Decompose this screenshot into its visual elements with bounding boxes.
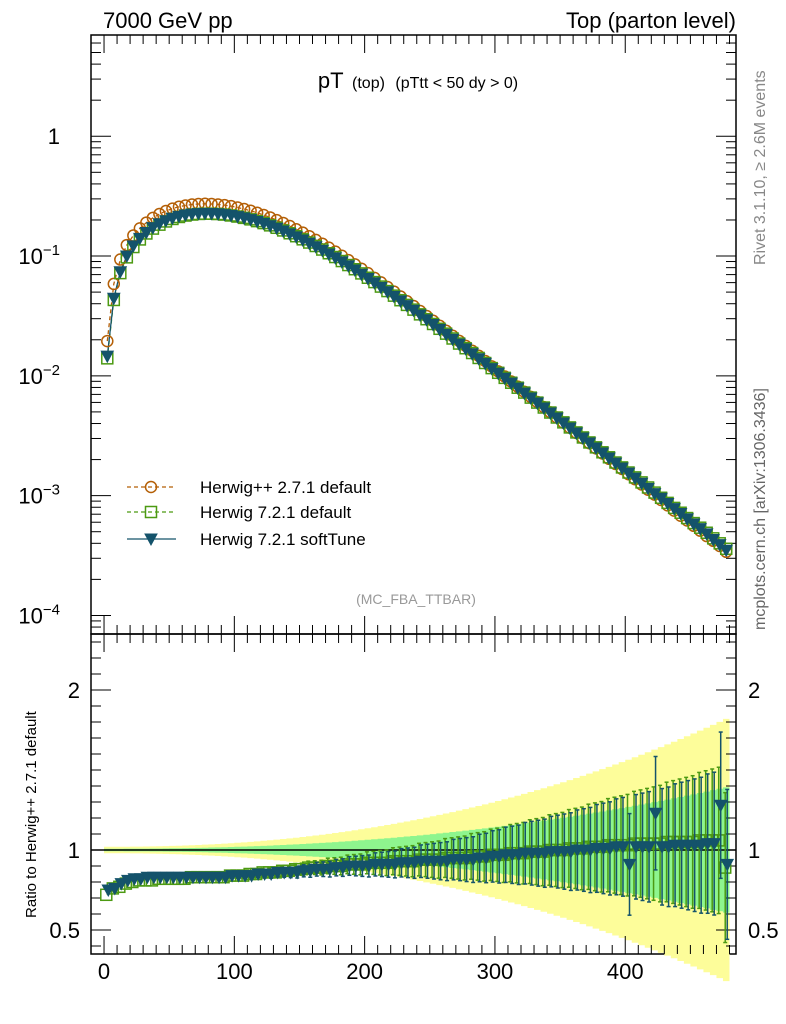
data-point — [107, 277, 121, 291]
ratio-xtick-label: 300 — [477, 959, 514, 984]
ratio-xtick-label: 0 — [98, 959, 110, 984]
data-point — [152, 218, 167, 231]
legend-label: Herwig++ 2.7.1 default — [200, 478, 371, 497]
ratio-point — [114, 878, 129, 891]
ratio-xtick-label: 200 — [346, 959, 383, 984]
plot-title-sub1: (top) — [352, 75, 385, 92]
ratio-point — [648, 807, 663, 821]
ratio-uncertainty-bands — [91, 718, 736, 982]
plot-title-main: pT — [318, 68, 344, 93]
ratio-panel-frame — [90, 633, 737, 955]
legend-label: Herwig 7.2.1 softTune — [200, 530, 366, 549]
header-left: 7000 GeV pp — [103, 8, 233, 33]
ratio-point — [616, 841, 630, 854]
ratio-ylabel: Ratio to Herwig++ 2.7.1 default — [23, 710, 40, 918]
legend: Herwig++ 2.7.1 default Herwig 7.2.1 defau… — [127, 478, 371, 549]
main-ytick-label: 10−3 — [18, 482, 60, 509]
ratio-ytick-label-left: 2 — [68, 678, 80, 703]
main-axis-ticks: 110−110−210−310−4 — [18, 34, 736, 635]
ratio-xtick-label: 100 — [216, 959, 253, 984]
data-point — [119, 250, 134, 264]
ratio-ytick-label-left: 1 — [68, 838, 80, 863]
main-ytick-label-exp: −3 — [43, 482, 60, 499]
main-ytick-label-base: 10 — [18, 484, 42, 509]
ratio-point — [713, 799, 728, 813]
main-series — [100, 197, 734, 559]
header-right: Top (parton level) — [566, 8, 736, 33]
ratio-point — [622, 858, 637, 872]
ratio-point — [107, 882, 122, 896]
data-point — [126, 240, 141, 253]
legend-marker — [144, 533, 158, 547]
main-ytick-label-exp: −2 — [43, 362, 60, 379]
main-ytick-label-base: 10 — [18, 364, 42, 389]
ratio-ytick-label-left: 0.5 — [49, 918, 80, 943]
series-line — [106, 203, 727, 553]
main-ytick-label-exp: −4 — [43, 601, 60, 618]
ratio-ytick-label-right: 0.5 — [748, 918, 779, 943]
data-point — [133, 232, 147, 246]
main-ytick-label-base: 10 — [18, 244, 42, 269]
main-ytick-label: 1 — [48, 124, 60, 149]
series-line — [106, 213, 727, 550]
main-ytick-label-exp: −1 — [43, 242, 60, 259]
main-panel-frame — [90, 34, 737, 635]
data-point — [146, 222, 160, 235]
ratio-points — [100, 731, 735, 944]
legend-marker — [144, 505, 158, 519]
legend-label: Herwig 7.2.1 default — [200, 503, 351, 522]
data-point — [101, 334, 114, 348]
data-point — [106, 292, 121, 306]
data-point — [100, 350, 115, 364]
main-ytick-label: 10−1 — [18, 242, 60, 269]
plot-title: pT (top) (pTtt < 50 dy > 0) — [318, 68, 518, 93]
data-point — [113, 266, 128, 279]
ratio-ytick-label-right: 1 — [748, 838, 760, 863]
mcplots-label: mcplots.cern.ch [arXiv:1306.3436] — [752, 388, 769, 630]
legend-marker — [144, 480, 158, 494]
main-ytick-label-base: 1 — [48, 124, 60, 149]
main-ytick-label-base: 10 — [18, 603, 42, 628]
main-ytick-label: 10−4 — [18, 601, 60, 628]
series-line — [106, 212, 727, 551]
analysis-watermark: (MC_FBA_TTBAR) — [356, 591, 476, 607]
ratio-xtick-label: 400 — [607, 959, 644, 984]
rivet-label: Rivet 3.1.10, ≥ 2.6M events — [752, 70, 769, 265]
main-ytick-label: 10−2 — [18, 362, 60, 389]
ratio-axis-ticks: 0.5 0.5 1 1 2 2 0 100 200 300 400 — [49, 634, 779, 984]
ratio-ytick-label-right: 2 — [748, 678, 760, 703]
data-point — [719, 544, 734, 558]
ratio-point — [642, 841, 656, 854]
ratio-point — [707, 838, 722, 851]
data-point — [139, 226, 154, 240]
plot-title-sub2: (pTtt < 50 dy > 0) — [395, 75, 518, 92]
ratio-point — [720, 858, 735, 872]
